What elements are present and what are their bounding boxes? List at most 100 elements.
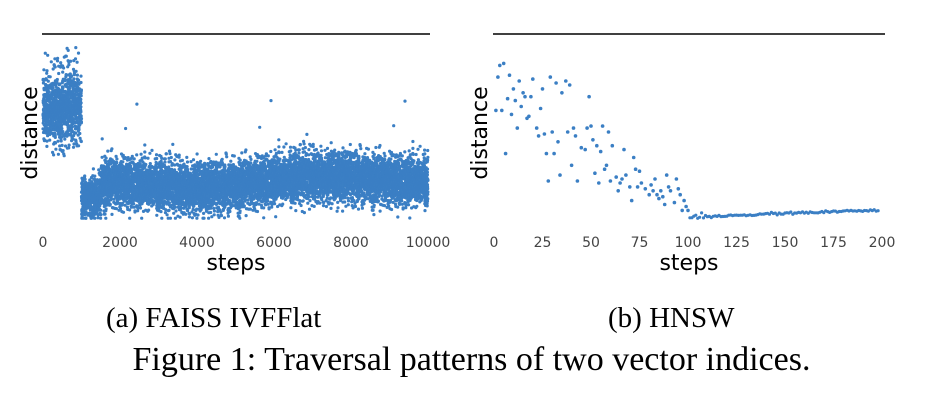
data-point (174, 209, 178, 213)
data-point (143, 150, 147, 154)
data-point (56, 56, 60, 60)
data-point (93, 174, 97, 178)
data-point (67, 146, 71, 150)
data-point (79, 120, 83, 124)
data-point (67, 63, 71, 67)
data-point (63, 119, 67, 123)
data-point (190, 216, 194, 220)
data-point (177, 153, 181, 157)
data-point (77, 144, 81, 148)
data-point (45, 69, 49, 73)
data-point (69, 59, 73, 63)
data-point (79, 139, 83, 144)
data-point (62, 66, 66, 70)
data-point (55, 77, 59, 82)
data-point (169, 155, 173, 160)
data-point (159, 210, 163, 214)
data-point (202, 211, 206, 215)
data-point (54, 147, 58, 151)
data-point (123, 156, 127, 160)
data-point (48, 138, 52, 142)
data-point (121, 210, 126, 214)
data-point (73, 57, 78, 61)
data-point (178, 215, 182, 219)
data-point (172, 211, 176, 215)
data-point (115, 157, 119, 161)
data-point (72, 72, 76, 76)
data-point (47, 90, 51, 94)
data-point (77, 128, 81, 132)
data-point (212, 209, 216, 213)
data-point (63, 144, 68, 148)
data-point (64, 73, 68, 77)
data-point (155, 156, 159, 161)
data-point (99, 216, 103, 220)
data-point (147, 208, 151, 212)
data-point (110, 193, 114, 197)
data-point (124, 126, 128, 131)
data-point (115, 161, 119, 165)
data-point (59, 61, 63, 65)
data-point (60, 143, 64, 147)
data-point (196, 213, 200, 217)
data-point (228, 209, 232, 214)
data-point (171, 142, 175, 146)
data-point (224, 152, 228, 156)
data-point (70, 74, 74, 78)
data-point (167, 201, 171, 205)
data-point (110, 147, 114, 151)
data-point (100, 155, 104, 159)
data-point (163, 157, 167, 161)
data-point (220, 157, 224, 161)
data-point (79, 88, 83, 92)
data-point (173, 205, 177, 209)
data-point (51, 67, 55, 71)
data-point (132, 157, 136, 161)
data-point (110, 212, 114, 216)
data-point (163, 160, 167, 164)
data-point (143, 143, 147, 147)
data-point (53, 131, 57, 135)
data-point (150, 148, 154, 152)
data-point (143, 156, 147, 160)
data-point (79, 110, 83, 114)
data-point (74, 139, 78, 143)
data-point (55, 59, 60, 63)
data-point (56, 152, 61, 156)
data-point (219, 214, 224, 218)
data-point (160, 156, 164, 160)
data-point (211, 165, 215, 169)
data-point (61, 149, 65, 153)
data-point (100, 137, 104, 141)
data-point (180, 158, 184, 162)
data-point (195, 216, 199, 220)
data-point (48, 75, 52, 79)
data-point (82, 216, 86, 220)
data-point (72, 77, 76, 81)
data-point (66, 48, 70, 53)
data-point (214, 152, 218, 156)
data-point (121, 160, 125, 164)
data-point (77, 78, 81, 82)
data-point (128, 208, 132, 212)
data-point (99, 201, 103, 206)
data-point (46, 53, 50, 57)
data-point (58, 144, 62, 148)
data-point (61, 70, 65, 74)
data-point (144, 162, 148, 167)
data-point (173, 216, 177, 220)
data-point (195, 152, 199, 156)
data-point (202, 216, 206, 220)
data-point (76, 51, 81, 55)
data-point (132, 202, 136, 206)
data-point (164, 152, 168, 156)
data-point (168, 152, 172, 156)
data-point (62, 154, 66, 158)
data-point (75, 60, 79, 64)
data-point (139, 152, 143, 156)
data-point (108, 202, 112, 207)
data-point (52, 153, 56, 157)
data-point (59, 139, 63, 143)
data-point (53, 141, 58, 145)
